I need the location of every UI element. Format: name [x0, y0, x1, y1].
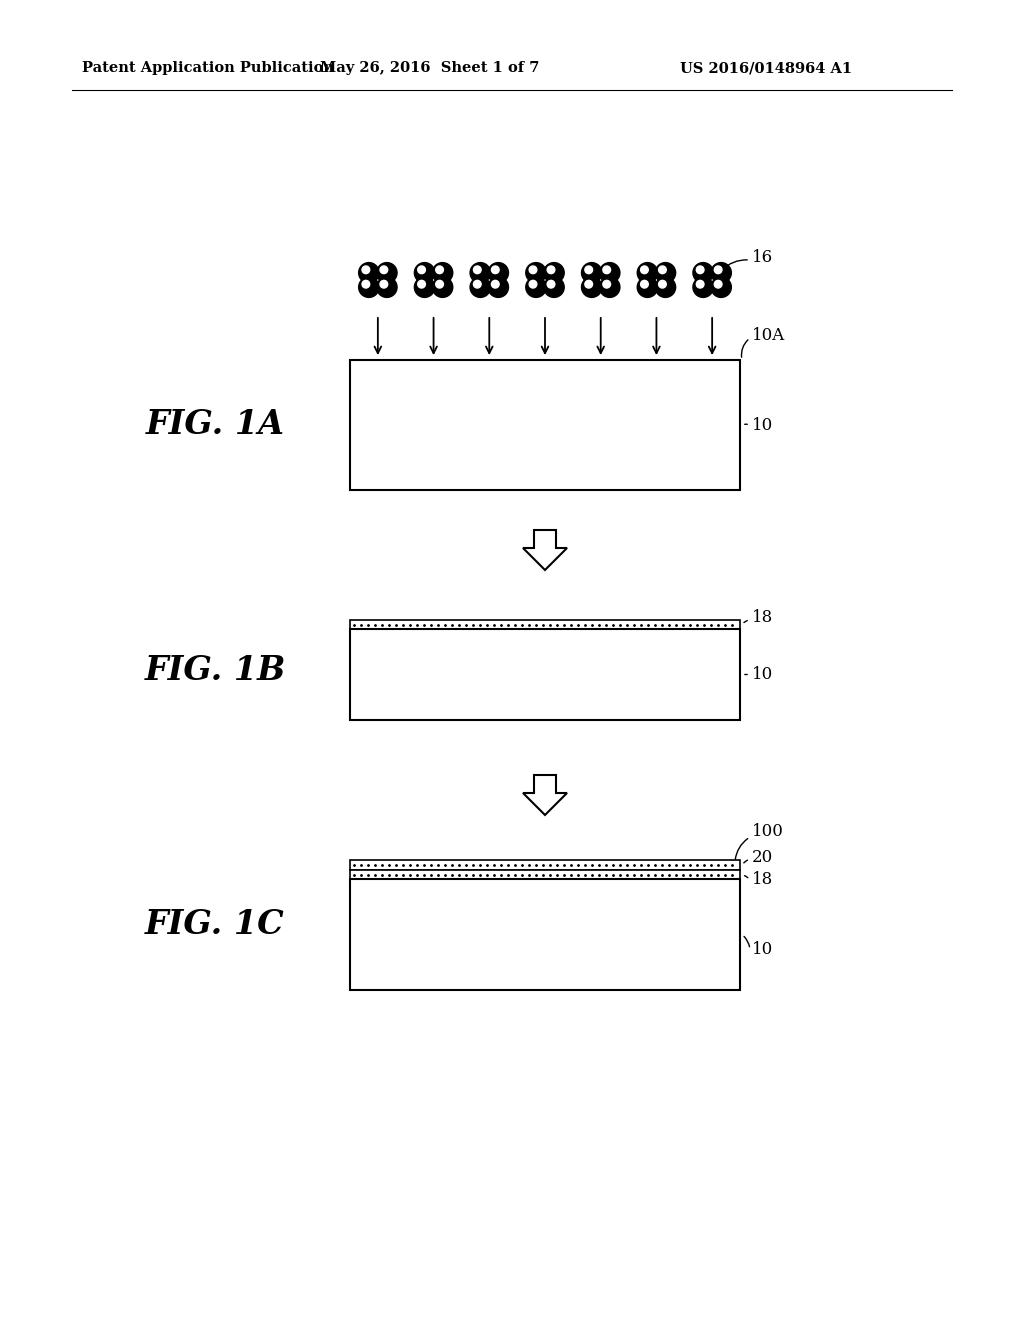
Circle shape — [525, 263, 546, 282]
Circle shape — [377, 263, 397, 282]
Circle shape — [582, 277, 602, 297]
Circle shape — [696, 280, 703, 288]
Circle shape — [711, 263, 731, 282]
Circle shape — [362, 280, 370, 288]
Circle shape — [711, 277, 731, 297]
Circle shape — [544, 277, 564, 297]
Circle shape — [637, 277, 657, 297]
Bar — [350, 620, 740, 630]
Circle shape — [544, 263, 564, 282]
Circle shape — [492, 280, 499, 288]
Polygon shape — [523, 775, 567, 814]
Circle shape — [641, 280, 648, 288]
Circle shape — [415, 263, 435, 282]
Circle shape — [380, 265, 388, 273]
Circle shape — [488, 277, 509, 297]
Circle shape — [436, 280, 443, 288]
Text: US 2016/0148964 A1: US 2016/0148964 A1 — [680, 61, 852, 75]
Text: 10A: 10A — [752, 326, 785, 343]
Circle shape — [599, 263, 620, 282]
Text: 20: 20 — [752, 849, 773, 866]
Text: 10: 10 — [752, 667, 773, 682]
Text: Patent Application Publication: Patent Application Publication — [82, 61, 334, 75]
Circle shape — [603, 265, 610, 273]
Circle shape — [358, 263, 379, 282]
Text: FIG. 1C: FIG. 1C — [145, 908, 285, 941]
Bar — [350, 360, 740, 490]
Bar — [350, 879, 740, 990]
Circle shape — [415, 277, 435, 297]
Circle shape — [658, 280, 667, 288]
Circle shape — [358, 277, 379, 297]
Circle shape — [696, 265, 703, 273]
Circle shape — [473, 265, 481, 273]
Circle shape — [658, 265, 667, 273]
Text: May 26, 2016  Sheet 1 of 7: May 26, 2016 Sheet 1 of 7 — [321, 61, 540, 75]
Text: 18: 18 — [752, 871, 773, 888]
Circle shape — [529, 280, 537, 288]
Polygon shape — [523, 531, 567, 570]
Bar — [350, 861, 740, 870]
Circle shape — [693, 277, 714, 297]
Circle shape — [603, 280, 610, 288]
Text: 100: 100 — [752, 824, 784, 841]
Text: FIG. 1A: FIG. 1A — [145, 408, 285, 441]
Circle shape — [418, 265, 425, 273]
Circle shape — [473, 280, 481, 288]
Text: FIG. 1B: FIG. 1B — [144, 653, 286, 686]
Circle shape — [547, 280, 555, 288]
Circle shape — [362, 265, 370, 273]
Circle shape — [655, 277, 676, 297]
Text: 10: 10 — [752, 941, 773, 958]
Circle shape — [715, 280, 722, 288]
Text: 18: 18 — [752, 609, 773, 626]
Circle shape — [380, 280, 388, 288]
Circle shape — [488, 263, 509, 282]
Circle shape — [432, 263, 453, 282]
Circle shape — [492, 265, 499, 273]
Circle shape — [525, 277, 546, 297]
Text: 10: 10 — [752, 417, 773, 433]
Circle shape — [547, 265, 555, 273]
Text: 16: 16 — [752, 249, 773, 267]
Circle shape — [585, 265, 593, 273]
Circle shape — [529, 265, 537, 273]
Circle shape — [637, 263, 657, 282]
Bar — [350, 870, 740, 879]
Circle shape — [377, 277, 397, 297]
Circle shape — [470, 277, 490, 297]
Circle shape — [585, 280, 593, 288]
Circle shape — [599, 277, 620, 297]
Circle shape — [432, 277, 453, 297]
Circle shape — [470, 263, 490, 282]
Bar — [350, 630, 740, 719]
Circle shape — [582, 263, 602, 282]
Circle shape — [655, 263, 676, 282]
Circle shape — [418, 280, 425, 288]
Circle shape — [715, 265, 722, 273]
Circle shape — [436, 265, 443, 273]
Circle shape — [641, 265, 648, 273]
Circle shape — [693, 263, 714, 282]
